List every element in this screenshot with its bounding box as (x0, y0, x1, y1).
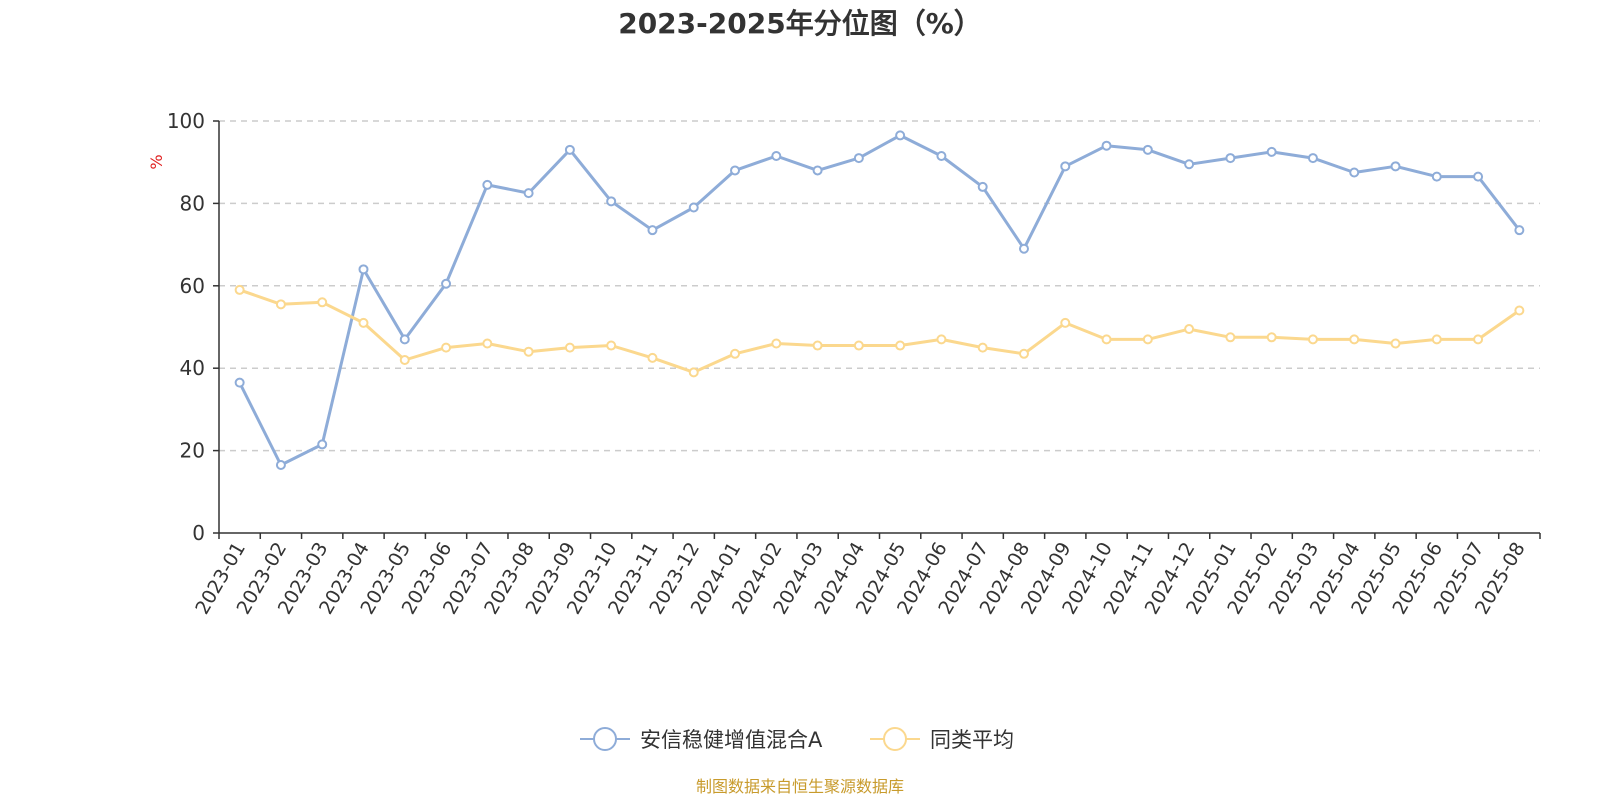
data-point[interactable] (399, 334, 410, 345)
data-point[interactable] (1514, 225, 1525, 236)
data-point[interactable] (730, 165, 741, 176)
y-tick-label: 80 (180, 191, 205, 215)
data-point[interactable] (812, 165, 823, 176)
data-point[interactable] (1514, 305, 1525, 316)
y-tick-label: 0 (192, 521, 205, 545)
data-point[interactable] (1307, 334, 1318, 345)
data-point[interactable] (564, 342, 575, 353)
data-point[interactable] (1307, 153, 1318, 164)
data-point[interactable] (275, 460, 286, 471)
series-line (238, 133, 1521, 467)
legend-item-1[interactable]: 安信稳健增值混合A (580, 727, 823, 752)
data-point[interactable] (853, 153, 864, 164)
data-point[interactable] (1266, 146, 1277, 157)
legend-marker (883, 727, 907, 751)
data-point[interactable] (606, 340, 617, 351)
data-point[interactable] (234, 377, 245, 388)
data-point[interactable] (647, 225, 658, 236)
data-point[interactable] (1349, 167, 1360, 178)
data-point[interactable] (482, 338, 493, 349)
data-point[interactable] (1431, 334, 1442, 345)
data-point[interactable] (317, 439, 328, 450)
data-point[interactable] (1431, 171, 1442, 182)
data-point[interactable] (895, 130, 906, 141)
series-1 (234, 130, 1525, 471)
data-point[interactable] (1266, 332, 1277, 343)
data-point[interactable] (606, 196, 617, 207)
data-point[interactable] (977, 181, 988, 192)
y-tick-label: 20 (180, 439, 205, 463)
data-point[interactable] (977, 342, 988, 353)
legend[interactable]: 安信稳健增值混合A 同类平均 (580, 727, 1014, 752)
data-point[interactable] (1060, 317, 1071, 328)
data-point[interactable] (771, 338, 782, 349)
data-point[interactable] (275, 299, 286, 310)
y-tick-label: 100 (167, 109, 205, 133)
axes: 0204060801002023-012023-022023-032023-04… (167, 109, 1541, 618)
data-point[interactable] (1142, 334, 1153, 345)
series-line (239, 288, 1521, 374)
chart-title: 2023-2025年分位图（%） (618, 7, 982, 40)
data-point[interactable] (317, 297, 328, 308)
data-point[interactable] (895, 340, 906, 351)
data-point[interactable] (647, 352, 658, 363)
data-point[interactable] (523, 346, 534, 357)
data-point[interactable] (812, 340, 823, 351)
source-note: 制图数据来自恒生聚源数据库 (696, 777, 904, 796)
data-point[interactable] (936, 334, 947, 345)
series-layer (234, 130, 1525, 471)
data-point[interactable] (730, 348, 741, 359)
y-axis-unit: % (147, 154, 166, 169)
legend-marker (593, 727, 617, 751)
data-point[interactable] (1101, 334, 1112, 345)
data-point[interactable] (1349, 334, 1360, 345)
data-point[interactable] (1225, 153, 1236, 164)
y-tick-label: 40 (180, 356, 205, 380)
data-point[interactable] (358, 317, 369, 328)
data-point[interactable] (936, 151, 947, 162)
data-point[interactable] (441, 342, 452, 353)
data-point[interactable] (1060, 161, 1071, 172)
data-point[interactable] (1473, 171, 1484, 182)
legend-label: 安信稳健增值混合A (640, 728, 823, 752)
legend-item-2[interactable]: 同类平均 (870, 727, 1014, 752)
data-point[interactable] (688, 367, 699, 378)
data-point[interactable] (1390, 338, 1401, 349)
data-point[interactable] (771, 151, 782, 162)
y-tick-label: 60 (180, 274, 205, 298)
data-point[interactable] (1225, 332, 1236, 343)
data-point[interactable] (399, 354, 410, 365)
data-point[interactable] (1184, 324, 1195, 335)
data-point[interactable] (1018, 243, 1029, 254)
series-2 (234, 284, 1525, 378)
data-point[interactable] (234, 284, 245, 295)
data-point[interactable] (482, 179, 493, 190)
data-point[interactable] (1473, 334, 1484, 345)
data-point[interactable] (564, 144, 575, 155)
data-point[interactable] (1184, 159, 1195, 170)
data-point[interactable] (1018, 348, 1029, 359)
data-point[interactable] (358, 264, 369, 275)
data-point[interactable] (523, 188, 534, 199)
data-point[interactable] (1390, 161, 1401, 172)
data-point[interactable] (1142, 144, 1153, 155)
data-point[interactable] (688, 202, 699, 213)
data-point[interactable] (1101, 140, 1112, 151)
data-point[interactable] (853, 340, 864, 351)
data-point[interactable] (441, 278, 452, 289)
grid (219, 120, 1540, 452)
legend-label: 同类平均 (930, 728, 1014, 752)
